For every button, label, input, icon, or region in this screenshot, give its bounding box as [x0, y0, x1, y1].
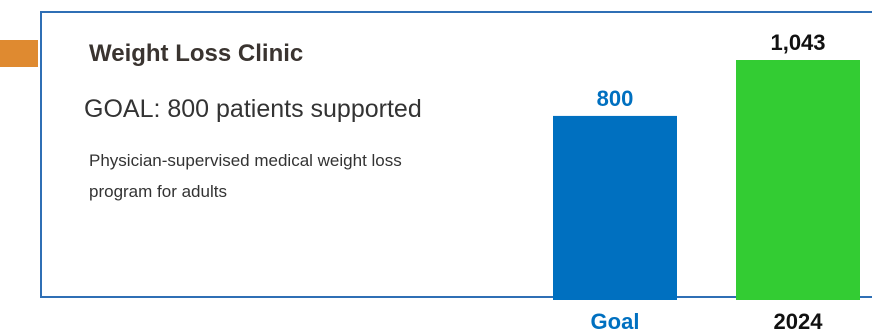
accent-tab — [0, 40, 38, 67]
program-title: Weight Loss Clinic — [89, 40, 304, 67]
data-label-2024: 1,043 — [770, 30, 825, 55]
category-label-goal: Goal — [591, 309, 640, 331]
data-label-goal: 800 — [597, 86, 634, 111]
goal-statement: GOAL: 800 patients supported — [84, 95, 422, 123]
bar-goal — [553, 115, 677, 301]
category-label-2024: 2024 — [774, 309, 824, 331]
bar-2024 — [736, 60, 860, 300]
card-frame — [40, 11, 872, 298]
program-description: Physician-supervised medical weight loss… — [89, 151, 402, 201]
